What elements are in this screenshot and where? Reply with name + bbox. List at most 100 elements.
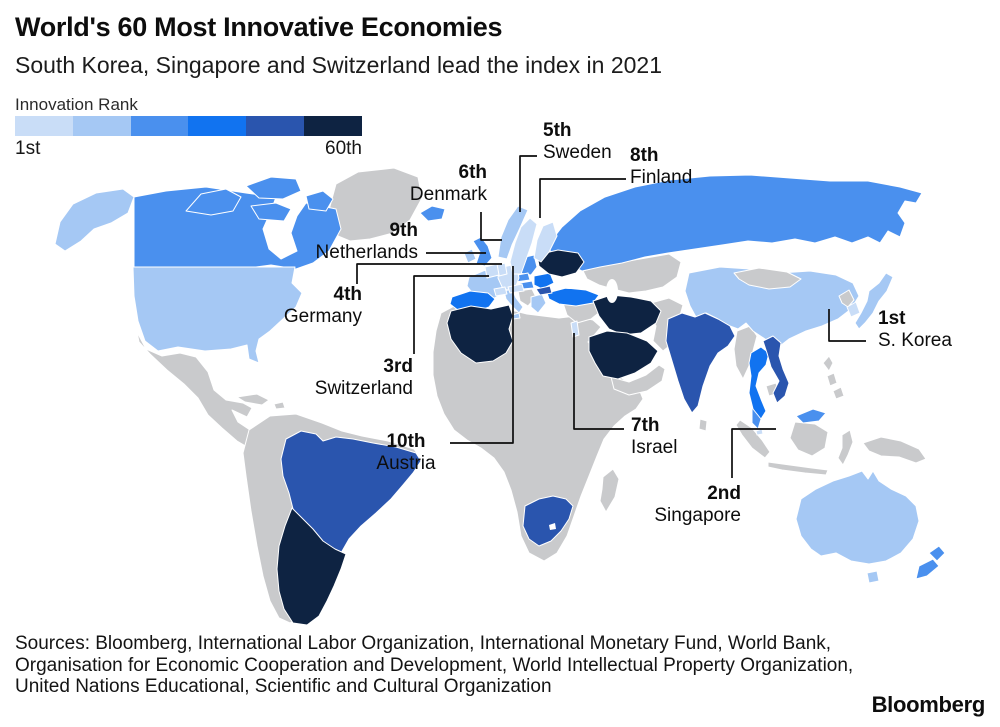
callout-country: Singapore: [654, 505, 741, 526]
callout-rank: 6th: [458, 162, 488, 183]
bloomberg-logo: Bloomberg: [871, 692, 986, 717]
callout-austria: 10th Austria: [366, 431, 446, 475]
country-greenland: [328, 167, 423, 242]
lead-germany: [356, 263, 502, 284]
country-india: [665, 312, 736, 414]
callout-country: Netherlands: [315, 242, 418, 263]
region-canadian-arctic-islands: [185, 176, 334, 222]
country-south-africa: [522, 495, 574, 547]
country-mexico-central-america: [136, 331, 258, 449]
callout-denmark: 6th Denmark: [387, 162, 487, 206]
callout-rank: 4th: [333, 284, 363, 305]
callout-lines: [356, 155, 866, 478]
country-united-kingdom: [472, 236, 493, 267]
legend-scale-labels: 1st 60th: [15, 138, 362, 160]
country-thailand: [748, 346, 770, 420]
lead-switzerland: [413, 275, 489, 354]
country-russia: [547, 174, 923, 272]
band5-countries: [280, 285, 790, 562]
country-singapore: [755, 428, 764, 436]
callout-rank: 2nd: [707, 483, 741, 504]
lesotho: [549, 523, 556, 530]
country-madagascar: [599, 468, 620, 513]
callout-rank: 8th: [630, 145, 659, 166]
region-alaska: [54, 188, 135, 252]
country-ireland: [463, 248, 477, 264]
lead-austria: [450, 266, 514, 444]
callout-switzerland: 3rd Switzerland: [292, 356, 413, 400]
country-romania: [533, 272, 555, 290]
lead-denmark: [480, 212, 502, 241]
country-israel: [570, 320, 580, 338]
callout-netherlands: 9th Netherlands: [288, 220, 418, 264]
legend-label: Innovation Rank: [15, 95, 138, 114]
country-turkey: [546, 287, 600, 307]
caspian-sea: [606, 279, 618, 303]
callout-germany: 4th Germany: [262, 284, 362, 328]
country-mongolia: [733, 267, 802, 290]
callout-rank: 9th: [389, 220, 419, 241]
black-sea: [557, 279, 583, 289]
country-japan: [854, 272, 894, 330]
country-algeria: [446, 304, 514, 364]
sources-note: Sources: Bloomberg, International Labor …: [15, 633, 853, 698]
lead-sweden: [519, 155, 537, 212]
legend-step-1: [15, 116, 73, 136]
country-finland: [533, 221, 558, 263]
country-ukraine: [536, 249, 585, 278]
lead-finland: [539, 178, 626, 218]
country-indonesia: [735, 419, 854, 476]
sources-line: Sources: Bloomberg, International Labor …: [15, 633, 832, 654]
region-yemen-oman: [610, 364, 666, 396]
country-north-korea: [838, 289, 855, 308]
country-argentina-chile: [276, 507, 347, 626]
band3-countries: [133, 174, 946, 580]
callout-country: Finland: [630, 167, 693, 188]
country-iceland: [419, 205, 446, 222]
country-hispaniola: [273, 401, 286, 410]
callout-country: Switzerland: [314, 378, 413, 399]
callout-country: S. Korea: [878, 330, 952, 351]
callout-country: Sweden: [543, 142, 612, 163]
country-vietnam: [762, 335, 790, 404]
country-norway: [497, 205, 529, 260]
country-new-zealand: [915, 545, 946, 580]
country-sweden: [509, 217, 538, 275]
legend-step-5: [246, 116, 305, 136]
sources-line: Organisation for Economic Cooperation an…: [15, 654, 854, 676]
country-switzerland: [493, 286, 508, 297]
callout-sweden: 5th Sweden: [543, 120, 612, 164]
sources-line: United Nations Educational, Scientific a…: [15, 676, 552, 697]
page-subtitle: South Korea, Singapore and Switzerland l…: [15, 52, 663, 78]
legend-step-2: [72, 116, 131, 136]
country-south-korea: [846, 301, 861, 318]
country-australia: [795, 470, 920, 584]
legend-step-6: [304, 116, 362, 136]
callout-singapore: 2nd Singapore: [640, 483, 741, 527]
callout-country: Germany: [283, 306, 362, 327]
country-saudi-arabia: [588, 330, 659, 380]
country-papua-new-guinea: [862, 436, 927, 464]
country-bulgaria: [535, 285, 553, 296]
legend-min-label: 1st: [15, 138, 41, 159]
callout-country: Denmark: [409, 184, 487, 205]
country-philippines: [822, 355, 845, 400]
callout-country: Austria: [376, 453, 436, 474]
lead-singapore: [731, 428, 776, 478]
callout-finland: 8th Finland: [630, 145, 692, 189]
callout-rank: 5th: [543, 120, 572, 141]
legend-step-4: [188, 116, 247, 136]
country-iran: [592, 294, 662, 336]
legend-max-label: 60th: [325, 138, 362, 159]
callout-s-korea: 1st S. Korea: [878, 308, 952, 352]
country-netherlands-belgium: [484, 263, 500, 279]
callout-rank: 10th: [386, 431, 426, 452]
country-cuba: [236, 393, 270, 406]
callout-rank: 3rd: [383, 356, 413, 377]
legend-step-3: [130, 116, 189, 136]
lead-skorea: [828, 309, 866, 342]
sea-details: [549, 279, 618, 530]
callout-rank: 7th: [631, 415, 660, 436]
